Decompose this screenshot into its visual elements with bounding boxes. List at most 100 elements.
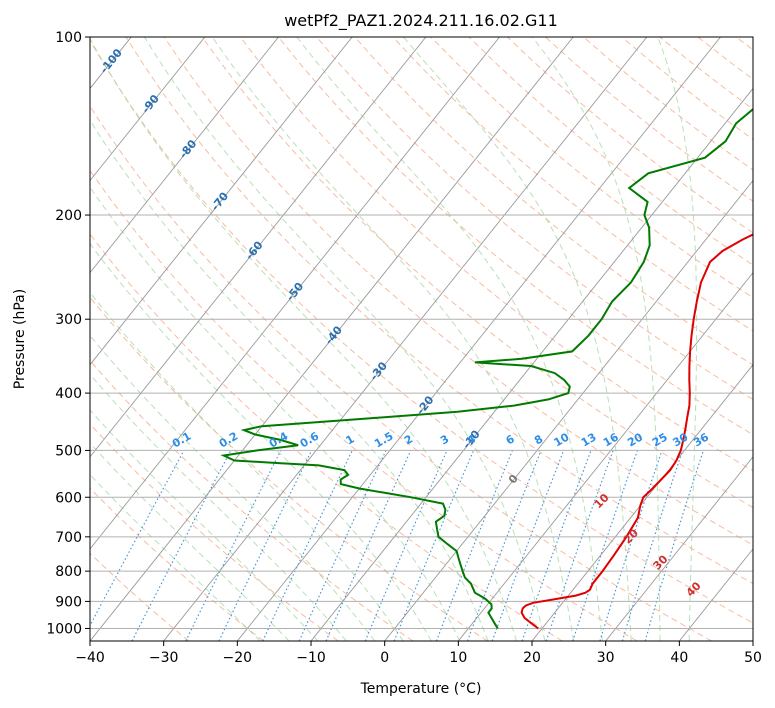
isotherm-label: 0 [506, 472, 521, 486]
x-tick-label: 40 [670, 650, 688, 666]
isotherm-line [90, 37, 206, 182]
x-tick-label: −40 [75, 650, 105, 666]
dry-adiabat-line [90, 233, 563, 641]
moist-adiabat-line [90, 37, 517, 641]
mixing-ratio-line [621, 450, 684, 641]
moist-adiabat-line [90, 119, 489, 641]
y-axis: 100 200 300 400 500 600 700 800 900 1000 [46, 30, 90, 637]
mixing-ratio-line [325, 450, 412, 641]
moist-adiabat-line [90, 373, 347, 641]
isotherm-label: -70 [209, 189, 232, 213]
moist-adiabat-line [90, 409, 319, 641]
dry-adiabat-line [90, 105, 712, 641]
mixing-ratio-label: 8 [532, 432, 545, 447]
isotherm-line [310, 87, 753, 641]
x-tick-label: 0 [380, 650, 389, 666]
mixing-ratio-label: 1 [343, 432, 356, 447]
mixing-ratio-line [393, 450, 475, 641]
isotherm-label: -40 [322, 323, 345, 347]
dry-adiabat-line [354, 37, 753, 366]
isotherm-line [90, 37, 279, 274]
dry-adiabat-line [163, 37, 753, 546]
moist-adiabat-line [90, 242, 432, 641]
y-tick-label: 700 [55, 530, 82, 546]
dry-adiabat-line [659, 37, 753, 110]
mixing-ratio-line [644, 450, 704, 641]
mixing-ratio-label: 25 [650, 431, 670, 450]
y-tick-label: 500 [55, 443, 82, 459]
dry-adiabat-label: 40 [684, 579, 704, 599]
isotherm-label: -60 [243, 239, 266, 263]
dry-adiabat-line [125, 37, 753, 585]
mixing-ratio-label: 0.1 [170, 429, 193, 450]
moist-adiabat-line [657, 37, 698, 641]
y-tick-label: 1000 [46, 621, 82, 637]
isotherm-line [90, 37, 574, 641]
x-tick-label: −10 [296, 650, 326, 666]
x-axis: −40 −30 −20 −10 0 10 20 30 40 50 [75, 641, 762, 666]
series-layer [220, 107, 753, 630]
y-tick-label: 600 [55, 490, 82, 506]
dry-adiabat-line [506, 37, 753, 234]
mixing-ratio-line [364, 450, 448, 641]
mixing-ratio-line [262, 450, 353, 641]
dewpoint-series-line [220, 107, 753, 630]
isotherm-line [531, 364, 753, 641]
x-tick-label: 30 [597, 650, 615, 666]
moist-adiabat-line [143, 37, 546, 641]
mixing-ratio-label: 3 [438, 432, 451, 447]
plot-frame [89, 36, 754, 642]
dry-adiabat-line [316, 37, 753, 401]
isotherm-line [163, 37, 648, 641]
isotherm-label: -80 [177, 137, 200, 161]
mixing-ratio-line [466, 450, 542, 641]
x-tick-label: −20 [223, 650, 253, 666]
mixing-ratio-label: 20 [625, 430, 645, 449]
dry-adiabat-line [468, 37, 753, 266]
moist-adiabat-line [211, 37, 575, 641]
mixing-ratio-line [572, 450, 638, 641]
y-tick-label: 300 [55, 312, 82, 328]
chart-title: wetPf2_PAZ1.2024.211.16.02.G11 [284, 11, 558, 31]
mixing-ratio-line [491, 450, 565, 641]
isotherm-label: -90 [139, 92, 162, 116]
mixing-ratio-line [521, 450, 592, 641]
dry-adiabat-line [90, 552, 190, 641]
mixing-ratio-line [599, 450, 663, 641]
grid-layer [0, 37, 753, 641]
dry-adiabat-line [90, 423, 339, 641]
moist-adiabat-line [531, 37, 661, 641]
y-tick-label: 200 [55, 208, 82, 224]
dry-adiabat-line [278, 37, 753, 436]
mixing-ratio-label: 10 [552, 430, 572, 449]
moist-adiabat-line [90, 291, 404, 641]
mixing-ratio-line [435, 450, 514, 641]
mixing-ratio-label: 0.2 [217, 429, 240, 450]
mixing-ratio-line [90, 450, 185, 627]
isotherm-line [90, 37, 427, 458]
dry-adiabat-line [545, 37, 753, 202]
isotherm-label: -50 [284, 280, 307, 304]
temperature-series-line [520, 233, 753, 630]
moist-adiabat-line [296, 37, 603, 641]
dry-adiabat-line [583, 37, 753, 171]
dry-adiabat-line [735, 37, 753, 51]
isotherm-line [0, 37, 58, 641]
dry-adiabat-line [430, 37, 753, 299]
moist-adiabat-line [90, 334, 376, 641]
dry-adiabat-line [90, 39, 753, 624]
dry-adiabat-label: 10 [592, 491, 612, 511]
dry-adiabat-line [90, 169, 638, 641]
dry-adiabat-line [392, 37, 753, 332]
isotherm-line [236, 37, 721, 641]
isotherm-line [605, 456, 753, 641]
dry-adiabat-line [201, 37, 753, 509]
mixing-ratio-label: 0.6 [298, 429, 322, 450]
isotherm-line [384, 179, 753, 641]
moist-adiabat-line [403, 37, 632, 641]
dry-adiabat-line [90, 296, 488, 641]
moist-adiabat-line [90, 186, 461, 641]
mixing-ratio-line [185, 450, 282, 641]
isotherm-line [752, 640, 753, 641]
